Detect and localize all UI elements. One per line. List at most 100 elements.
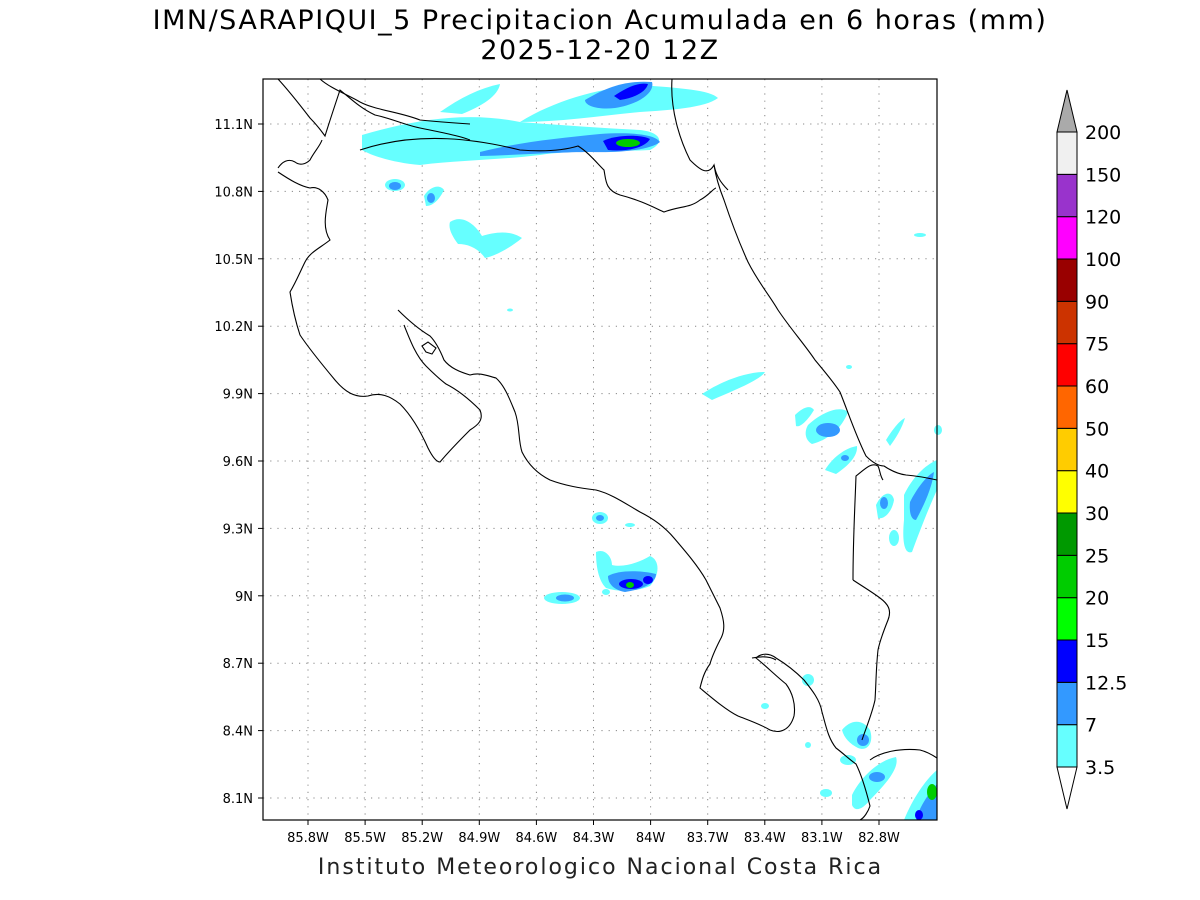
precip-cell-6 (914, 233, 926, 237)
lat-tick-label: 9.3N (223, 522, 253, 537)
legend-label: 120 (1085, 207, 1121, 229)
legend-swatch (1056, 470, 1078, 514)
precip-band-north-1 (362, 117, 660, 165)
legend-swatch (1056, 385, 1078, 429)
lon-tick-label: 84W (636, 831, 666, 846)
legend-label: 50 (1085, 418, 1109, 440)
precip-cell-38 (820, 789, 832, 797)
precip-cell-43 (927, 784, 937, 800)
precip-cell-33 (761, 703, 769, 709)
coast-guanacaste (277, 171, 482, 463)
lon-tick-label: 85.8W (287, 831, 329, 846)
legend-swatch (1056, 512, 1078, 556)
precip-cell-5 (449, 219, 522, 258)
precip-cell-44 (915, 810, 923, 820)
legend-label: 40 (1085, 461, 1109, 483)
precip-cell-40 (869, 772, 885, 782)
lat-tick-label: 9.9N (223, 388, 253, 403)
border-nicaragua (359, 137, 717, 213)
legend-label: 30 (1085, 503, 1109, 525)
lat-tick-label: 10.8N (214, 185, 253, 200)
lat-tick-label: 9N (235, 590, 253, 605)
gridlines (263, 79, 937, 820)
precip-cell-9 (795, 407, 814, 427)
legend-arrow-top (1056, 89, 1078, 133)
legend-swatch (1056, 427, 1078, 472)
lon-tick-label: 84.6W (515, 831, 557, 846)
legend-colorbar: 3.5 7 12.5 15 20 25 30 40 50 60 75 90 100 120 150 200 (1056, 89, 1127, 810)
legend-label: 20 (1085, 588, 1109, 610)
legend-arrow-bottom (1056, 766, 1078, 810)
precip-peak-north (616, 139, 640, 147)
lat-tick-label: 11.1N (214, 118, 253, 133)
legend-swatch (1056, 343, 1078, 387)
lon-tick-label: 84.9W (458, 831, 500, 846)
precip-peak-central (626, 582, 634, 588)
precip-cell-7 (507, 308, 513, 312)
coast-gulf-of-papagayo (277, 139, 323, 169)
precip-cell-31 (602, 589, 610, 595)
coast-nicaragua-lake (319, 78, 471, 125)
lon-tick-label: 85.5W (344, 831, 386, 846)
map-date-subtitle: 2025-12-20 12Z (480, 35, 720, 66)
precip-cell-12 (825, 446, 858, 474)
precip-cell-4 (427, 193, 435, 203)
legend-label: 75 (1085, 334, 1109, 356)
precip-cell-11 (816, 423, 840, 437)
precip-cell-15 (846, 365, 852, 369)
legend-label: 200 (1085, 122, 1121, 144)
footer-credit: Instituto Meteorologico Nacional Costa R… (317, 855, 884, 880)
precip-cell-20 (909, 472, 934, 520)
legend-label: 60 (1085, 376, 1109, 398)
precip-cell-35 (857, 734, 869, 746)
precip-cell-21 (889, 530, 899, 546)
lon-tick-label: 85.2W (401, 831, 443, 846)
precip-cell-28 (643, 576, 653, 584)
precip-cell-2 (389, 182, 401, 190)
map-panel (262, 78, 942, 821)
precip-cell-24 (625, 523, 635, 527)
legend-label: 12.5 (1085, 672, 1127, 694)
coast-nicoya-island (421, 341, 437, 355)
lat-tick-label: 10.2N (214, 320, 253, 335)
legend-swatch (1056, 681, 1078, 726)
legend-label: 15 (1085, 630, 1109, 652)
legend-swatch (1056, 724, 1078, 768)
lon-tick-label: 82.8W (858, 831, 900, 846)
precip-cell-37 (805, 742, 811, 748)
coast-caribbean-inlet (713, 164, 729, 191)
legend-swatch (1056, 639, 1078, 683)
precip-cell-30 (556, 594, 574, 602)
legend-label: 90 (1085, 291, 1109, 313)
lon-tick-label: 84.3W (573, 831, 615, 846)
precip-cell-32 (802, 674, 814, 686)
legend-swatch (1056, 258, 1078, 302)
legend-label: 100 (1085, 249, 1121, 271)
coast-nicoya-gulf (397, 309, 871, 821)
coast-panama-bocas (869, 748, 938, 761)
legend-label: 150 (1085, 164, 1121, 186)
map-title: IMN/SARAPIQUI_5 Precipitacion Acumulada … (152, 5, 1048, 36)
map-frame (262, 78, 938, 821)
lon-tick-label: 83.1W (801, 831, 843, 846)
precip-cell-8 (702, 372, 765, 400)
precip-cell-36 (840, 755, 856, 765)
precip-cell-13 (841, 455, 849, 461)
precipitation-field (362, 81, 942, 820)
border-panama (852, 464, 884, 581)
precip-cell-23 (596, 515, 604, 521)
lat-tick-label: 8.7N (223, 657, 253, 672)
lat-tick-label: 10.5N (214, 253, 253, 268)
legend-label: 25 (1085, 545, 1109, 567)
legend-swatch (1056, 173, 1078, 218)
latitude-axis: 11.1N 10.8N 10.5N 10.2N 9.9N 9.6N 9.3N 9N 8.7N 8.… (214, 118, 263, 807)
lat-tick-label: 9.6N (223, 455, 253, 470)
lon-tick-label: 83.7W (687, 831, 729, 846)
lon-tick-label: 83.4W (744, 831, 786, 846)
legend-swatch (1056, 597, 1078, 641)
coast-caribbean-north (671, 78, 938, 481)
map-background (263, 79, 937, 820)
precip-core-north-2 (614, 83, 648, 100)
lat-tick-label: 8.4N (223, 725, 253, 740)
